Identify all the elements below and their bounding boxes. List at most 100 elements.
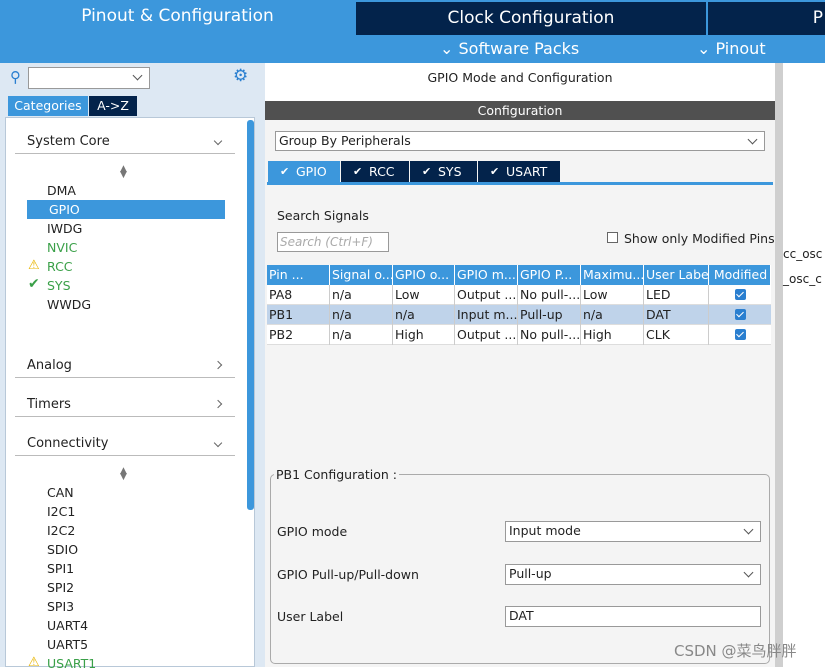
- cell[interactable]: Pull-up: [518, 305, 581, 325]
- cell[interactable]: n/a: [581, 305, 644, 325]
- chevron: [213, 136, 223, 146]
- tab[interactable]: ✔ RCC: [341, 161, 409, 182]
- tab[interactable]: ✔ USART: [478, 161, 560, 182]
- category-item[interactable]: SPI1: [47, 561, 75, 576]
- chevron: [213, 360, 223, 370]
- checkbox[interactable]: [607, 232, 618, 243]
- dropdown[interactable]: Pull-up: [505, 564, 761, 585]
- checkbox[interactable]: [735, 329, 746, 340]
- menu[interactable]: ⌄ Software Packs: [440, 39, 580, 58]
- category-header[interactable]: Analog: [15, 354, 235, 378]
- column-header[interactable]: User Label: [644, 265, 709, 285]
- column-header[interactable]: Modified: [709, 265, 771, 285]
- splitter: [775, 63, 783, 667]
- category-item[interactable]: SYS: [47, 278, 71, 293]
- cell[interactable]: Input m...: [455, 305, 518, 325]
- cell[interactable]: Output ...: [455, 285, 518, 305]
- column-header[interactable]: Maximu...: [581, 265, 644, 285]
- category-item[interactable]: UART5: [47, 637, 89, 652]
- category-item[interactable]: SDIO: [47, 542, 79, 557]
- row-selection: [267, 305, 771, 325]
- category-item[interactable]: UART4: [47, 618, 89, 633]
- cell[interactable]: DAT: [644, 305, 709, 325]
- checkbox[interactable]: [735, 289, 746, 300]
- category-header[interactable]: Timers: [15, 393, 235, 417]
- category-item[interactable]: WWDG: [47, 297, 92, 312]
- selection: [27, 200, 225, 219]
- cell[interactable]: n/a: [330, 325, 393, 345]
- category-item[interactable]: IWDG: [47, 221, 83, 236]
- category-item[interactable]: I2C1: [47, 504, 76, 519]
- scrollbar[interactable]: [247, 120, 254, 510]
- field-label: GPIO Pull-up/Pull-down: [277, 567, 419, 582]
- category-header[interactable]: System Core: [15, 130, 235, 154]
- category-item[interactable]: NVIC: [47, 240, 78, 255]
- column-header[interactable]: Pin ...: [267, 265, 330, 285]
- category-item[interactable]: SPI3: [47, 599, 75, 614]
- column-header[interactable]: GPIO P...: [518, 265, 581, 285]
- config-group: [270, 474, 770, 664]
- tab-underline: [267, 182, 773, 185]
- tab-icon: ✔: [353, 165, 363, 178]
- gear-icon[interactable]: ⚙: [233, 66, 249, 86]
- chevron: [213, 399, 223, 409]
- category-item[interactable]: I2C2: [47, 523, 76, 538]
- cell[interactable]: No pull-...: [518, 285, 581, 305]
- warning-icon: ⚠: [28, 655, 40, 670]
- tab[interactable]: Pinout & Configuration: [0, 0, 355, 35]
- text-input[interactable]: DAT: [505, 606, 761, 627]
- cell[interactable]: PA8: [267, 285, 330, 305]
- row-line: [267, 324, 771, 325]
- section-bar: Configuration: [265, 101, 775, 120]
- cell[interactable]: n/a: [330, 285, 393, 305]
- cell[interactable]: Output ...: [455, 325, 518, 345]
- search-input[interactable]: Search (Ctrl+F): [277, 232, 389, 252]
- category-item[interactable]: USART1: [47, 656, 97, 671]
- cell[interactable]: LED: [644, 285, 709, 305]
- cell[interactable]: n/a: [393, 305, 455, 325]
- column-header[interactable]: GPIO m...: [455, 265, 518, 285]
- category-header[interactable]: Connectivity: [15, 432, 235, 456]
- chevron: [213, 438, 223, 448]
- cell[interactable]: No pull-...: [518, 325, 581, 345]
- checkbox[interactable]: [735, 309, 746, 320]
- cell[interactable]: High: [393, 325, 455, 345]
- cell[interactable]: n/a: [330, 305, 393, 325]
- check-icon: ✔: [28, 276, 40, 292]
- cell[interactable]: CLK: [644, 325, 709, 345]
- scroll-arrow[interactable]: ▲ ▼: [120, 466, 127, 482]
- dropdown[interactable]: Input mode: [505, 521, 761, 542]
- cell[interactable]: Low: [393, 285, 455, 305]
- cell[interactable]: PB1: [267, 305, 330, 325]
- tab-label: RCC: [369, 164, 395, 179]
- tab[interactable]: Clock Configuration: [356, 2, 706, 35]
- tab[interactable]: P: [708, 2, 825, 35]
- column-header[interactable]: Signal o...: [330, 265, 393, 285]
- menu-label: Pinout: [715, 39, 766, 58]
- column-header[interactable]: GPIO o...: [393, 265, 455, 285]
- tab-label: SYS: [438, 164, 462, 179]
- dropdown[interactable]: Group By Peripherals: [275, 131, 765, 151]
- tab[interactable]: ✔ GPIO: [268, 161, 340, 182]
- category-item[interactable]: RCC: [47, 259, 73, 274]
- tab[interactable]: Categories: [8, 96, 88, 116]
- category-item[interactable]: GPIO: [49, 202, 80, 217]
- category-item[interactable]: DMA: [47, 183, 76, 198]
- search-box[interactable]: [28, 67, 150, 89]
- row-line: [267, 344, 771, 345]
- menu[interactable]: ⌄ Pinout: [697, 39, 766, 58]
- scroll-arrow[interactable]: ▲ ▼: [120, 164, 127, 180]
- search-icon: ⚲: [10, 68, 21, 86]
- tab[interactable]: ✔ SYS: [410, 161, 477, 182]
- clipped-label: _osc_c: [783, 272, 822, 286]
- category-item[interactable]: SPI2: [47, 580, 75, 595]
- category-item[interactable]: CAN: [47, 485, 74, 500]
- tab-label: GPIO: [296, 164, 327, 179]
- warning-icon: ⚠: [28, 258, 40, 273]
- cell[interactable]: Low: [581, 285, 644, 305]
- tab[interactable]: A->Z: [89, 96, 137, 116]
- cell[interactable]: High: [581, 325, 644, 345]
- cell[interactable]: PB2: [267, 325, 330, 345]
- field-label: GPIO mode: [277, 524, 348, 539]
